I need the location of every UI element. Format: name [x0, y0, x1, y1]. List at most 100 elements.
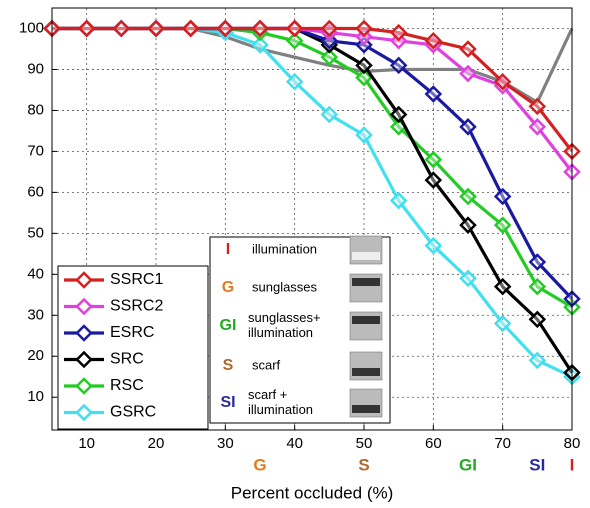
data-point — [424, 171, 443, 189]
data-point — [285, 19, 304, 38]
data-point — [285, 72, 304, 91]
data-point — [251, 19, 269, 38]
annotation: G — [253, 455, 266, 474]
data-point — [389, 23, 408, 42]
data-point — [424, 85, 443, 103]
annotation: S — [358, 455, 369, 474]
key-text: illumination — [252, 241, 317, 256]
data-point — [112, 19, 131, 38]
y-tick-label: 50 — [27, 224, 44, 241]
data-point — [459, 269, 477, 288]
data-point — [493, 72, 512, 91]
key-text: illumination — [248, 402, 313, 417]
data-point — [493, 277, 512, 296]
x-tick-label: 60 — [425, 435, 442, 452]
x-tick-label: 40 — [286, 435, 303, 452]
data-point — [459, 40, 477, 58]
data-point — [424, 32, 443, 50]
data-point — [320, 105, 339, 124]
data-point — [493, 216, 512, 234]
data-point — [528, 351, 547, 370]
data-point — [355, 126, 373, 144]
x-tick-label: 20 — [148, 435, 165, 452]
x-tick-label: 30 — [217, 435, 234, 452]
legend-label: SSRC1 — [110, 271, 163, 288]
legend-label: RSC — [110, 377, 144, 394]
data-point — [459, 187, 477, 206]
data-point — [528, 97, 547, 116]
y-tick-label: 60 — [27, 183, 44, 200]
data-point — [389, 191, 408, 210]
key-icon-occluder — [352, 405, 380, 413]
data-point — [320, 19, 339, 38]
data-point — [459, 216, 477, 234]
data-point — [355, 19, 373, 38]
data-point — [528, 277, 547, 296]
annotation: GI — [459, 455, 477, 474]
data-point — [216, 19, 235, 38]
key-text: illumination — [248, 325, 313, 340]
data-point — [493, 314, 512, 333]
key-text: scarf + — [248, 387, 287, 402]
key-text: scarf — [252, 357, 281, 372]
x-tick-label: 10 — [78, 435, 95, 452]
y-tick-label: 100 — [19, 19, 44, 36]
x-tick-label: 50 — [356, 435, 373, 452]
key-code: GI — [220, 317, 237, 334]
legend-marker — [75, 324, 93, 342]
series-line — [52, 26, 574, 153]
data-point — [459, 118, 477, 136]
y-tick-label: 20 — [27, 347, 44, 364]
legend-label: ESRC — [110, 324, 154, 341]
key-code: G — [222, 279, 234, 296]
legend-marker — [75, 377, 93, 395]
data-point — [528, 118, 547, 136]
y-tick-label: 10 — [27, 388, 44, 405]
x-tick-label: 80 — [564, 435, 581, 452]
legend-label: SSRC2 — [110, 298, 163, 315]
legend-marker — [75, 403, 93, 422]
data-point — [528, 310, 547, 329]
key-text: sunglasses+ — [248, 310, 321, 325]
key-code: SI — [220, 394, 235, 411]
data-point — [320, 48, 339, 66]
legend-marker — [75, 297, 93, 316]
legend-marker — [75, 350, 93, 369]
data-point — [251, 36, 269, 54]
key-code: I — [226, 241, 230, 258]
data-point — [389, 105, 408, 124]
key-text: sunglasses — [252, 279, 318, 294]
annotation: SI — [529, 455, 545, 474]
y-tick-label: 70 — [27, 142, 44, 159]
data-point — [528, 253, 547, 271]
key-code: S — [223, 357, 234, 374]
legend-label: GSRC — [110, 404, 156, 421]
legend-box — [57, 265, 209, 430]
data-point — [459, 64, 477, 83]
key-icon-occluder — [352, 252, 380, 260]
y-tick-label: 40 — [27, 265, 44, 282]
data-point — [424, 236, 443, 255]
data-point — [147, 19, 165, 38]
data-point — [424, 150, 443, 169]
plot-frame — [51, 7, 573, 431]
legend-label: SRC — [110, 351, 144, 368]
x-tick-label: 70 — [494, 435, 511, 452]
data-point — [389, 56, 408, 75]
y-tick-label: 80 — [27, 101, 44, 118]
data-point — [493, 187, 512, 206]
data-point — [181, 19, 200, 38]
key-icon-occluder — [352, 278, 380, 286]
legend-marker — [75, 271, 93, 289]
data-point — [355, 56, 373, 75]
data-point — [355, 68, 373, 87]
y-tick-label: 30 — [27, 306, 44, 323]
y-tick-label: 90 — [27, 60, 44, 77]
data-point — [285, 32, 304, 50]
data-point — [77, 19, 96, 38]
key-icon-occluder — [352, 368, 380, 376]
annotation: I — [570, 455, 575, 474]
x-axis-label: Percent occluded (%) — [231, 483, 394, 502]
key-icon-occluder — [352, 316, 380, 324]
